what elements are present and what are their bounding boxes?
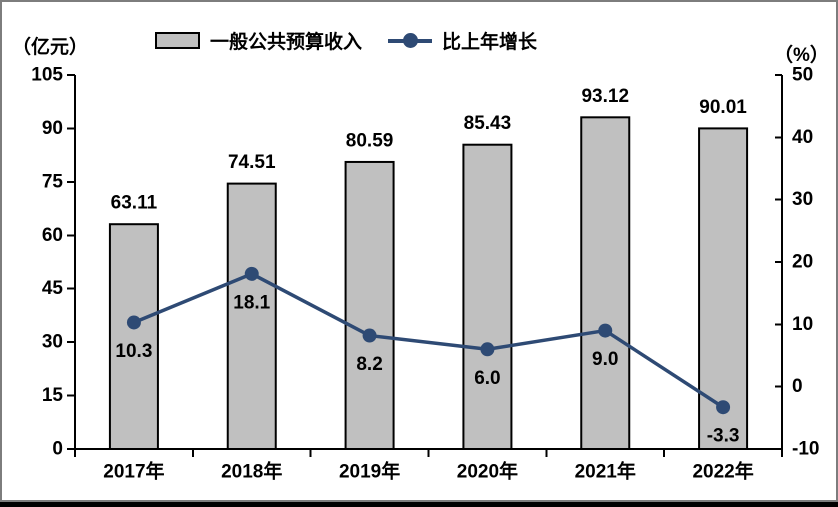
- y-axis-right-tick-label: 30: [792, 189, 813, 210]
- legend-item-line-series: 比上年增长: [388, 27, 537, 54]
- x-axis-category-label: 2018年: [221, 460, 282, 483]
- y-axis-left-tick-label: 90: [42, 118, 63, 139]
- bar-data-label: 85.43: [464, 113, 512, 134]
- x-axis-category-label: 2019年: [339, 460, 400, 483]
- y-axis-left-tick-label: 30: [42, 332, 63, 353]
- y-axis-left-tick-label: 15: [42, 385, 64, 406]
- growth-line: [132, 272, 725, 409]
- y-axis-left-tick-label: 45: [42, 278, 64, 299]
- x-axis-category-label: 2021年: [575, 460, 636, 483]
- line-data-label: 18.1: [233, 292, 270, 313]
- y-axis-left-tick-label: 75: [42, 171, 64, 192]
- legend: 一般公共预算收入 比上年增长: [155, 27, 537, 54]
- bottom-border-strip: [0, 502, 838, 507]
- line-marker-2022年: [716, 400, 731, 415]
- y-axis-right-tick-label: 20: [792, 252, 813, 273]
- line-data-label: 10.3: [115, 341, 152, 362]
- y-axis-left-tick-label: 60: [42, 225, 63, 246]
- line-data-label: 9.0: [592, 349, 618, 370]
- legend-line-label: 比上年增长: [442, 32, 538, 53]
- x-axis-category-label: 2020年: [457, 460, 518, 483]
- line-marker-2020年: [480, 342, 495, 357]
- bar-data-label: 63.11: [111, 193, 158, 214]
- y-axis-right-tick-label: -10: [792, 439, 819, 460]
- bar-2021年: [580, 116, 631, 450]
- y-axis-right-tick-label: 10: [792, 314, 813, 335]
- line-data-label: 8.2: [356, 354, 382, 375]
- bar-2020年: [462, 143, 513, 450]
- line-data-label: 6.0: [474, 368, 500, 389]
- line-data-label: -3.3: [707, 426, 740, 447]
- bar-data-label: 74.51: [228, 152, 276, 173]
- bar-data-label: 93.12: [581, 86, 629, 107]
- y-axis-left-tick-label: 105: [31, 65, 63, 86]
- legend-bar-label: 一般公共预算收入: [210, 32, 363, 53]
- bar-data-label: 90.01: [699, 97, 747, 118]
- line-marker-2017年: [126, 315, 141, 330]
- bar-2019年: [344, 160, 395, 450]
- bar-data-label: 80.59: [346, 130, 394, 151]
- y-axis-right-tick-label: 0: [792, 376, 803, 397]
- legend-line-marker-icon: [388, 33, 433, 48]
- legend-item-bar-series: 一般公共预算收入: [155, 27, 362, 54]
- line-marker-2021年: [598, 323, 613, 338]
- x-axis-category-label: 2017年: [103, 460, 164, 483]
- line-marker-2019年: [362, 328, 377, 343]
- y-axis-right-tick-label: 40: [792, 127, 813, 148]
- left-axis-unit-label: （亿元）: [12, 37, 89, 58]
- line-marker-2018年: [244, 266, 259, 281]
- right-axis-unit-label: （%）: [774, 45, 829, 66]
- y-axis-right-tick-label: 50: [792, 65, 813, 86]
- bar-2018年: [226, 182, 277, 450]
- legend-bar-swatch-icon: [155, 32, 200, 49]
- bar-2017年: [108, 223, 159, 450]
- y-axis-left-tick-label: 0: [52, 439, 63, 460]
- x-axis-category-label: 2022年: [692, 460, 753, 483]
